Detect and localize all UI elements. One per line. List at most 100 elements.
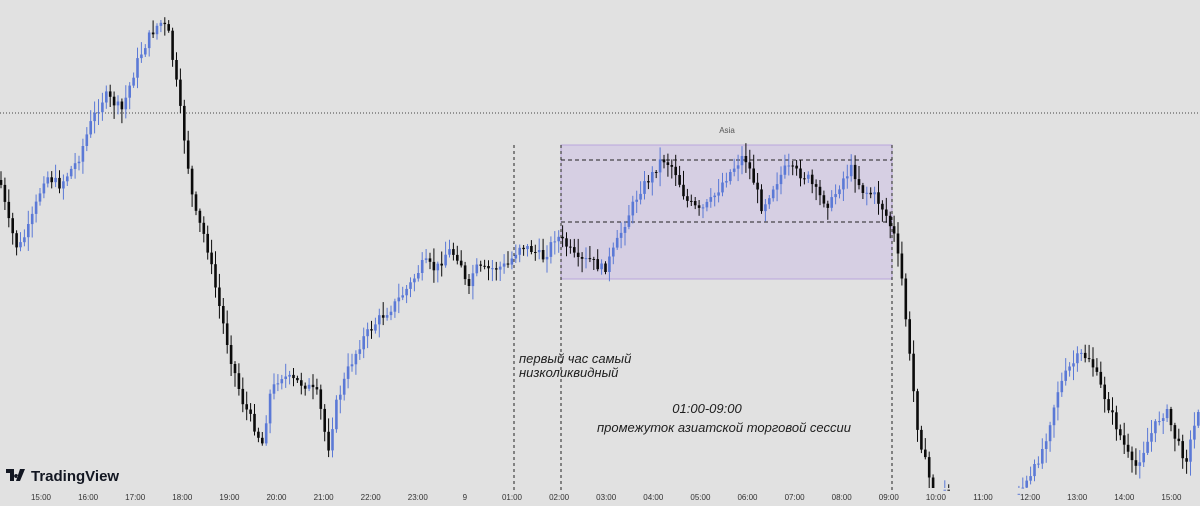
candles-layer <box>0 17 1200 495</box>
candle-body <box>463 265 467 280</box>
candle-body <box>557 236 560 242</box>
x-tick-label: 14:00 <box>1114 493 1135 502</box>
candle-body <box>432 261 436 271</box>
candle-body <box>405 288 408 296</box>
candle-body <box>276 383 280 385</box>
x-tick-label: 13:00 <box>1067 493 1088 502</box>
candle-body <box>647 181 650 183</box>
candle-body <box>210 252 213 265</box>
candle-body <box>27 224 30 238</box>
candle-body <box>436 263 440 271</box>
candle-body <box>1103 384 1106 400</box>
session-description: промежуток азиатской торговой сессии <box>597 420 851 435</box>
candle-body <box>319 389 323 409</box>
candle-body <box>1052 407 1056 426</box>
candle-body <box>709 197 713 202</box>
candle-body <box>471 273 475 287</box>
candle-body <box>1126 444 1130 452</box>
x-tick-label: 01:00 <box>502 493 523 502</box>
candle-body <box>502 263 506 267</box>
candle-body <box>424 258 428 260</box>
candle-body <box>795 165 798 169</box>
candle-body <box>604 263 607 272</box>
x-tick-label: 12:00 <box>1020 493 1041 502</box>
candle-body <box>725 181 728 183</box>
candle-body <box>943 489 947 491</box>
candle-body <box>253 413 256 432</box>
candle-body <box>888 215 892 227</box>
candle-body <box>740 156 744 166</box>
candle-body <box>151 32 155 35</box>
candle-body <box>1041 449 1044 464</box>
asia-session-box[interactable] <box>560 144 893 280</box>
candle-body <box>853 164 857 180</box>
candle-body <box>89 121 92 135</box>
candle-body <box>284 376 287 379</box>
candle-body <box>81 146 85 162</box>
candle-body <box>857 179 861 186</box>
candle-body <box>214 264 217 288</box>
candle-body <box>389 311 393 316</box>
candle-body <box>303 385 307 389</box>
candle-body <box>1197 412 1200 426</box>
candle-body <box>413 278 416 283</box>
candle-body <box>183 105 186 141</box>
candle-body <box>3 184 7 202</box>
candle-body <box>417 273 420 279</box>
candle-body <box>1025 480 1028 488</box>
candle-body <box>573 247 576 253</box>
candle-body <box>280 379 284 384</box>
x-tick-label: 11:00 <box>973 493 993 502</box>
candle-body <box>136 58 139 78</box>
candle-body <box>877 192 880 204</box>
candle-body <box>623 227 627 233</box>
candle-body <box>249 409 252 414</box>
candle-body <box>892 226 896 234</box>
candle-body <box>296 378 299 381</box>
candle-body <box>491 268 494 270</box>
candle-body <box>73 163 77 169</box>
candle-body <box>810 174 814 185</box>
candle-body <box>729 172 732 182</box>
candle-body <box>775 184 779 190</box>
candle-body <box>307 384 311 389</box>
candle-body <box>459 260 463 266</box>
candle-body <box>120 101 124 110</box>
candle-body <box>830 197 833 208</box>
candle-body <box>631 201 635 216</box>
candle-body <box>619 232 623 238</box>
session-time-label: 01:00-09:00 <box>672 401 742 416</box>
candle-body <box>1044 441 1048 449</box>
candle-body <box>612 247 615 257</box>
x-tick-label: 09:00 <box>879 493 900 502</box>
candle-body <box>342 378 346 395</box>
candle-body <box>1048 425 1052 442</box>
candle-body <box>190 168 194 195</box>
time-axis[interactable]: 15:00 16:00 17:00 18:00 19:00 20:00 21:00 22:00… <box>31 493 1182 502</box>
candle-body <box>385 315 389 318</box>
candle-body <box>229 345 233 364</box>
candle-body <box>885 209 888 216</box>
candle-body <box>561 236 564 239</box>
tradingview-logo[interactable]: TradingView <box>6 468 119 485</box>
candle-body <box>900 253 904 279</box>
candle-body <box>261 437 264 444</box>
candle-body <box>218 287 221 306</box>
candle-body <box>576 252 580 257</box>
candle-body <box>50 177 53 183</box>
candle-body <box>814 184 818 187</box>
candle-body <box>651 172 654 183</box>
candle-body <box>323 408 326 432</box>
candle-body <box>397 297 401 302</box>
candle-body <box>896 233 900 254</box>
candle-body <box>335 399 338 430</box>
candle-body <box>1080 352 1083 354</box>
candle-body <box>627 215 631 227</box>
x-tick-label: 9 <box>463 493 468 502</box>
candle-body <box>1091 359 1095 368</box>
candle-body <box>23 237 26 243</box>
candle-body <box>19 242 22 248</box>
candle-body <box>534 252 537 253</box>
